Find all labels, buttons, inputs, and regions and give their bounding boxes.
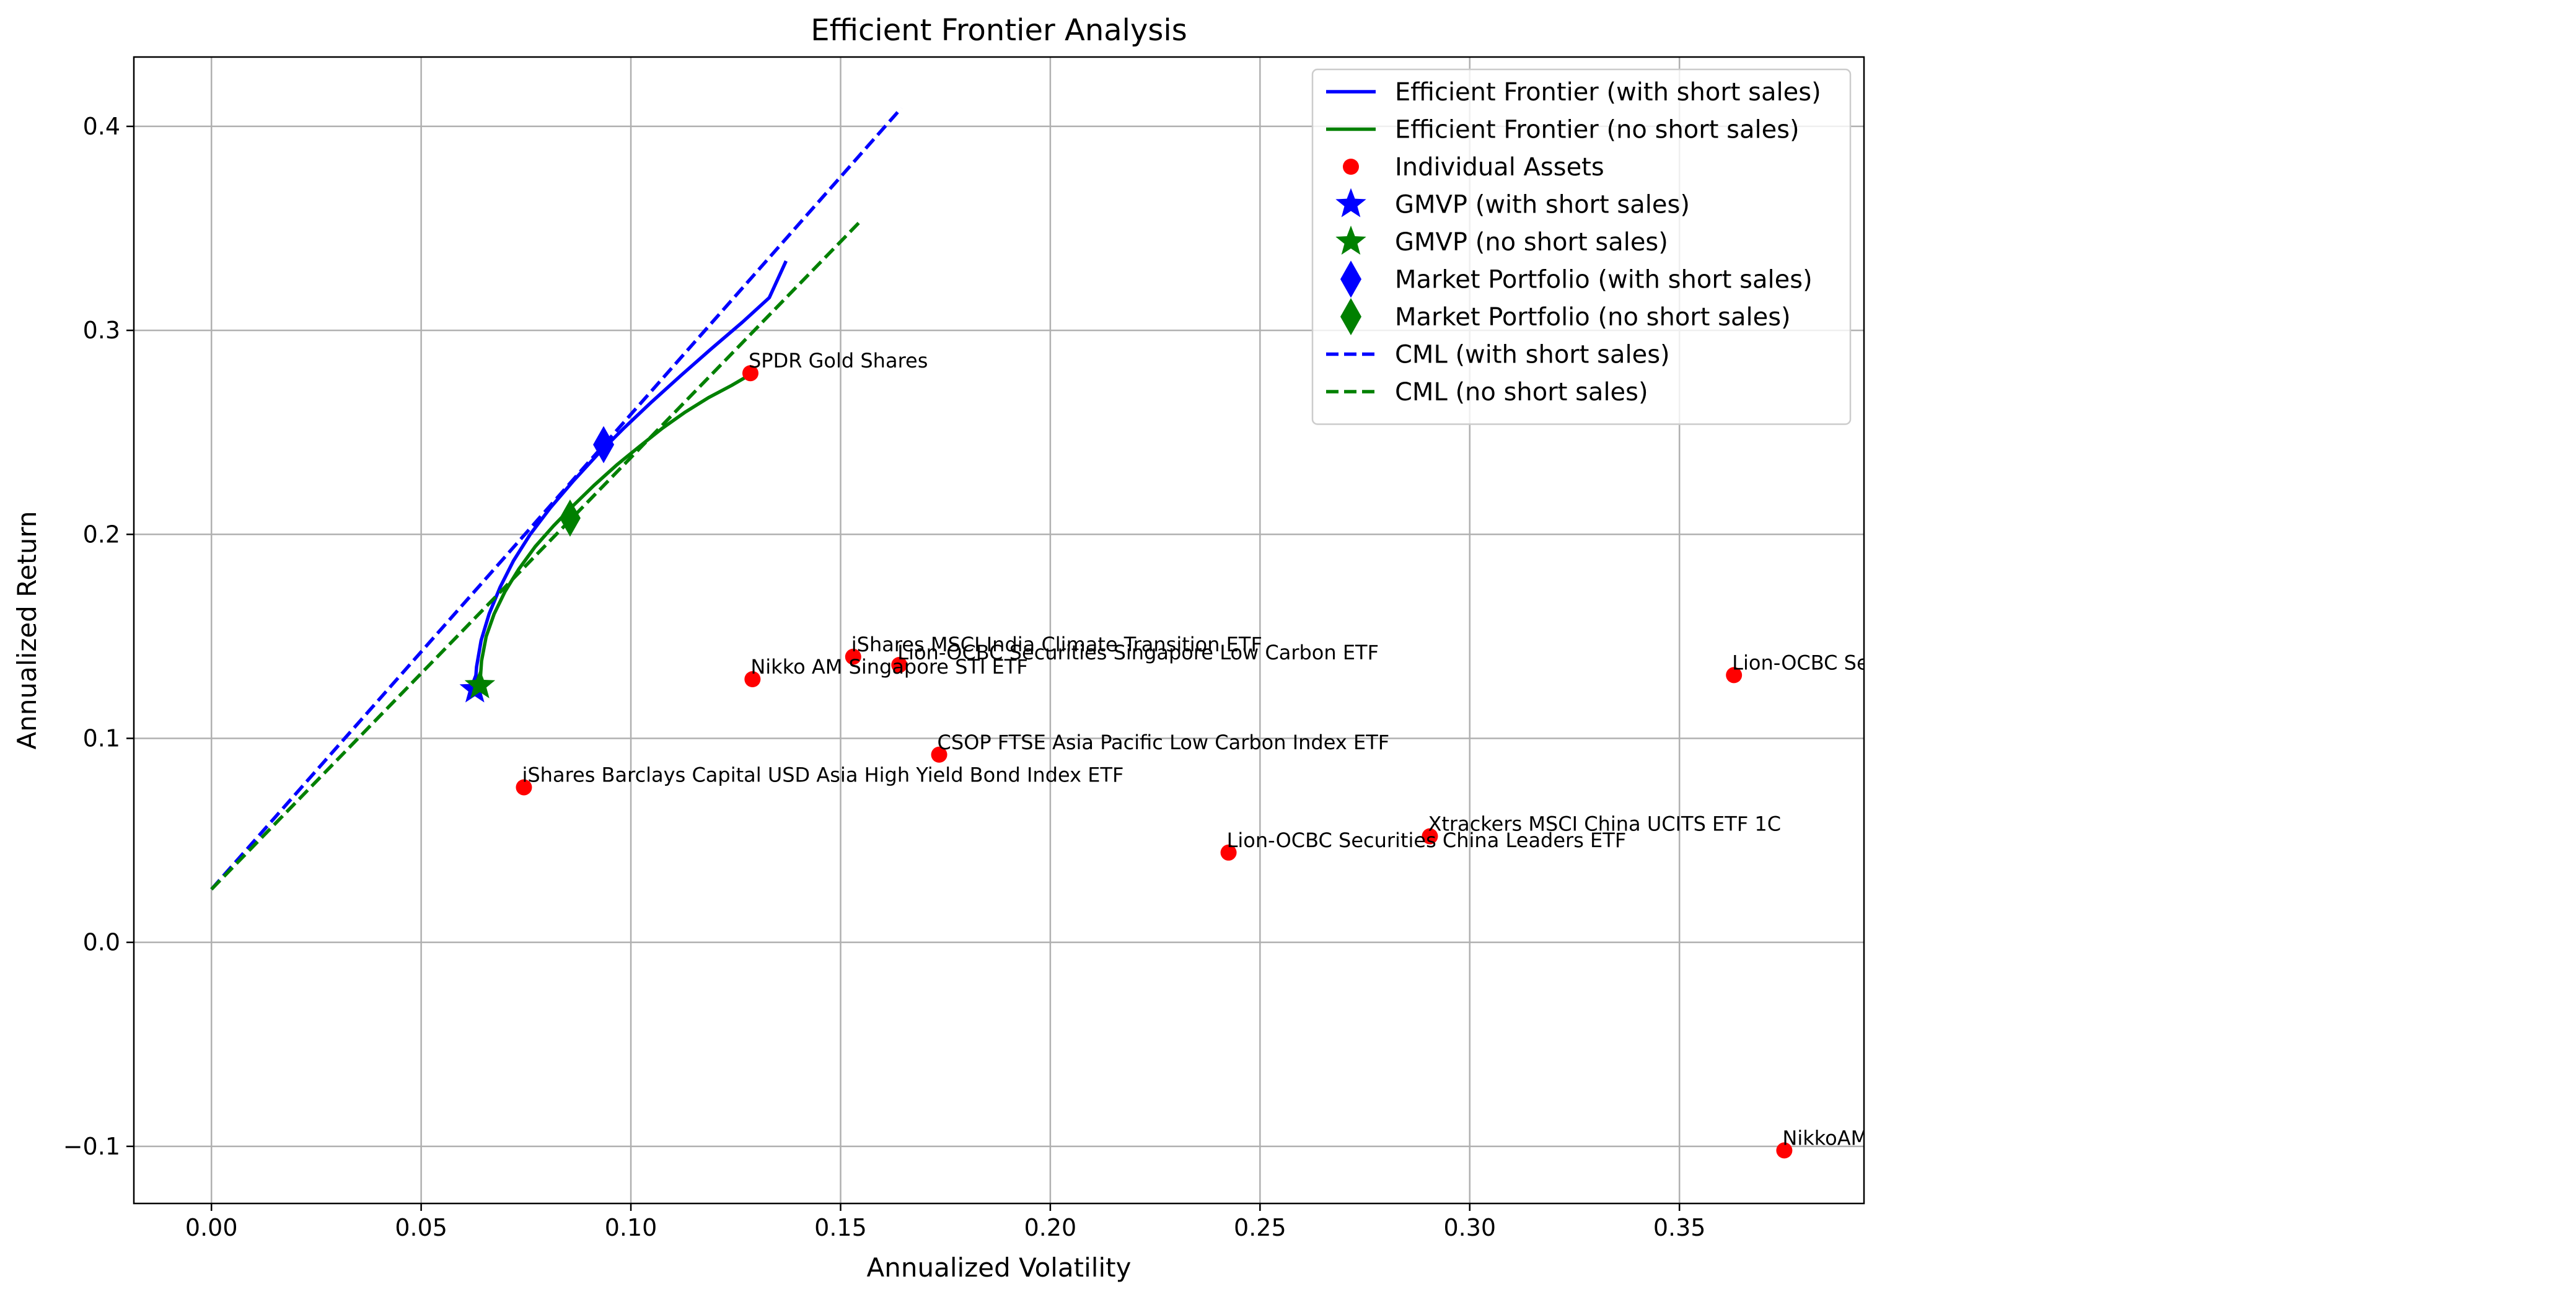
x-tick-label: 0.00 bbox=[185, 1214, 238, 1241]
asset-point bbox=[891, 656, 908, 673]
asset-point bbox=[516, 779, 532, 796]
asset-label: CSOP FTSE Asia Pacific Low Carbon Index … bbox=[938, 731, 1390, 754]
legend-entry-label: Market Portfolio (with short sales) bbox=[1395, 266, 1813, 294]
asset-label: iShares Barclays Capital USD Asia High Y… bbox=[522, 763, 1123, 786]
legend-diamond-swatch bbox=[1340, 260, 1361, 298]
axes-frame bbox=[133, 56, 1865, 1205]
asset-label: Lion-OCBC Securities Hang Seng TECH ETF bbox=[1732, 651, 2158, 674]
asset-label: Lion-OCBC Securities Singapore Low Carbo… bbox=[897, 641, 1379, 664]
legend: Efficient Frontier (with short sales) Eff… bbox=[1311, 68, 1852, 425]
y-tick-label: 0.4 bbox=[83, 113, 120, 140]
x-tick-label: 0.35 bbox=[1653, 1214, 1706, 1241]
y-tick-label: 0.1 bbox=[83, 724, 120, 752]
market-portfolio-diamond bbox=[559, 499, 581, 537]
legend-entry-label: CML (with short sales) bbox=[1395, 341, 1670, 369]
x-tick-label: 0.25 bbox=[1234, 1214, 1286, 1241]
legend-star-swatch bbox=[1335, 226, 1366, 255]
x-tick-label: 0.15 bbox=[814, 1214, 867, 1241]
legend-entry-label: Efficient Frontier (with short sales) bbox=[1395, 78, 1821, 107]
y-tick-label: 0.0 bbox=[83, 929, 120, 956]
asset-point bbox=[742, 365, 758, 382]
legend-entry-label: Market Portfolio (no short sales) bbox=[1395, 303, 1791, 332]
asset-point bbox=[845, 648, 861, 665]
x-tick-label: 0.10 bbox=[605, 1214, 657, 1241]
y-tick-label: −0.1 bbox=[63, 1133, 120, 1160]
y-tick-label: 0.2 bbox=[83, 521, 120, 548]
y-axis-ticks: −0.1 0.0 0.1 0.2 0.3 0.4 bbox=[63, 113, 134, 1160]
asset-label: Nikko AM Singapore STI ETF bbox=[750, 655, 1027, 679]
x-axis-ticks: 0.00 0.05 0.10 0.15 0.20 0.25 0.30 0.35 bbox=[185, 1203, 1706, 1241]
asset-point bbox=[1422, 828, 1438, 845]
asset-point bbox=[1776, 1142, 1793, 1159]
asset-point bbox=[744, 671, 761, 688]
x-tick-label: 0.05 bbox=[395, 1214, 447, 1241]
legend-entry-label: Efficient Frontier (no short sales) bbox=[1395, 116, 1800, 144]
asset-label: iShares MSCI India Climate Transition ET… bbox=[851, 633, 1262, 656]
y-tick-label: 0.3 bbox=[83, 317, 120, 344]
legend-entry-label: Individual Assets bbox=[1395, 153, 1604, 182]
cml-line bbox=[210, 107, 903, 891]
market-portfolio-diamond bbox=[593, 426, 615, 464]
legend-diamond-swatch bbox=[1340, 298, 1361, 335]
gmvp-star bbox=[464, 669, 496, 698]
legend-box bbox=[1311, 68, 1852, 425]
asset-point bbox=[1220, 844, 1237, 861]
y-axis-label: Annualized Return bbox=[12, 511, 42, 750]
x-axis-label: Annualized Volatility bbox=[867, 1252, 1132, 1283]
legend-entry-label: GMVP (with short sales) bbox=[1395, 191, 1690, 219]
asset-point bbox=[1726, 667, 1743, 684]
legend-point-swatch bbox=[1343, 159, 1359, 175]
asset-label: Xtrackers MSCI China UCITS ETF 1C bbox=[1428, 812, 1781, 835]
asset-point bbox=[931, 746, 947, 763]
legend-entry-label: CML (no short sales) bbox=[1395, 378, 1648, 407]
asset-label: Lion-OCBC Securities China Leaders ETF bbox=[1227, 829, 1627, 852]
chart-title: Efficient Frontier Analysis bbox=[811, 13, 1187, 48]
legend-entry-label: GMVP (no short sales) bbox=[1395, 228, 1668, 257]
plot-area: SPDR Gold Shares iShares MSCI India Clima… bbox=[210, 107, 2525, 1159]
cml-line bbox=[210, 221, 861, 891]
asset-label: SPDR Gold Shares bbox=[749, 349, 928, 372]
x-tick-label: 0.30 bbox=[1443, 1214, 1496, 1241]
legend-star-swatch bbox=[1335, 188, 1366, 218]
x-tick-label: 0.20 bbox=[1024, 1214, 1077, 1241]
